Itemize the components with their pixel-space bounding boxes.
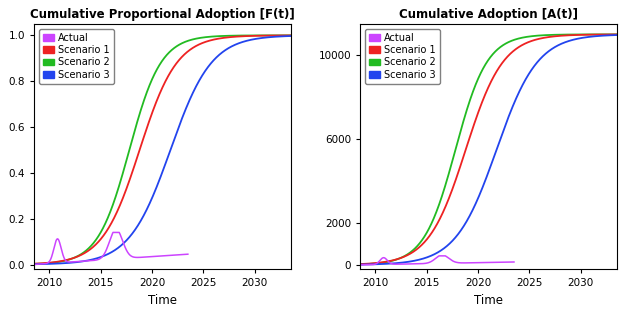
X-axis label: Time: Time [474,294,503,307]
Title: Cumulative Proportional Adoption [F(t)]: Cumulative Proportional Adoption [F(t)] [30,8,294,21]
Title: Cumulative Adoption [A(t)]: Cumulative Adoption [A(t)] [399,8,578,21]
Legend: Actual, Scenario 1, Scenario 2, Scenario 3: Actual, Scenario 1, Scenario 2, Scenario… [39,29,114,84]
Legend: Actual, Scenario 1, Scenario 2, Scenario 3: Actual, Scenario 1, Scenario 2, Scenario… [365,29,440,84]
X-axis label: Time: Time [148,294,177,307]
